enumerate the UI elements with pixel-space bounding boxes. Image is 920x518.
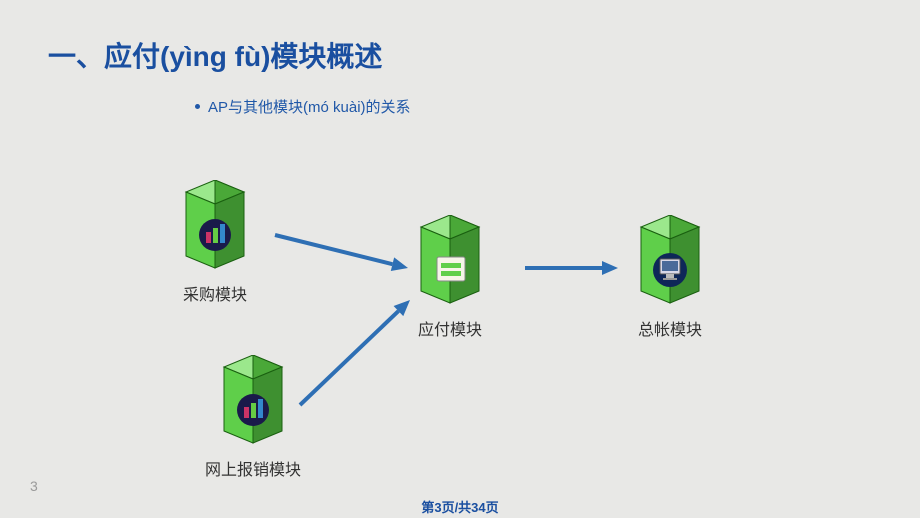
box-icon bbox=[635, 215, 705, 310]
node-purchase: 采购模块 bbox=[180, 180, 250, 305]
node-online: 网上报销模块 bbox=[205, 355, 301, 480]
footer-pagination: 第3页/共34页 bbox=[0, 497, 920, 516]
bullet-text: AP与其他模块(mó kuài)的关系 bbox=[208, 96, 411, 117]
bullet-row: AP与其他模块(mó kuài)的关系 bbox=[195, 96, 411, 117]
node-ledger: 总帐模块 bbox=[635, 215, 705, 340]
box-icon bbox=[218, 355, 288, 450]
node-label: 应付模块 bbox=[415, 316, 485, 340]
node-payable: 应付模块 bbox=[415, 215, 485, 340]
page-number: 3 bbox=[30, 478, 38, 494]
node-label: 采购模块 bbox=[180, 281, 250, 305]
box-icon bbox=[180, 180, 250, 275]
node-label: 总帐模块 bbox=[635, 316, 705, 340]
bullet-dot-icon bbox=[195, 104, 200, 109]
box-icon bbox=[415, 215, 485, 310]
slide-title: 一、应付(yìng fù)模块概述 bbox=[48, 35, 382, 75]
module-diagram: 采购模块 网上报销模块 应付模块 总帐模块 bbox=[0, 130, 920, 460]
node-label: 网上报销模块 bbox=[205, 456, 301, 480]
